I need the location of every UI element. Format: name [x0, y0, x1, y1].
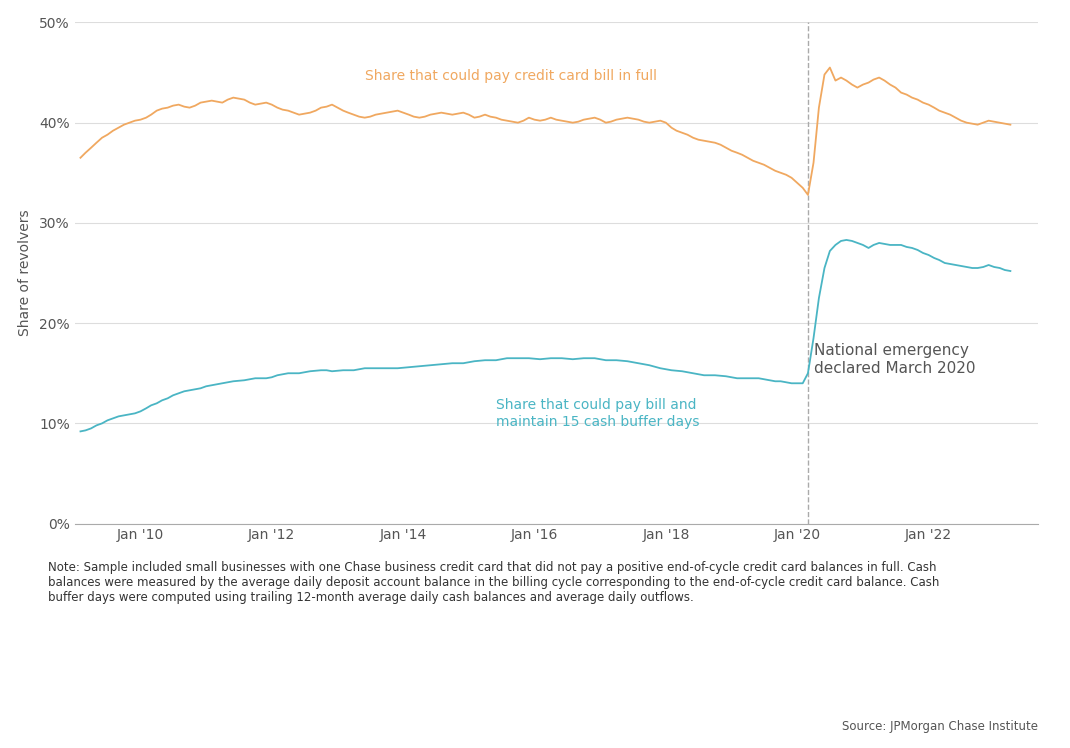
Text: Source: JPMorgan Chase Institute: Source: JPMorgan Chase Institute [842, 720, 1038, 733]
Text: National emergency
declared March 2020: National emergency declared March 2020 [813, 343, 975, 375]
Y-axis label: Share of revolvers: Share of revolvers [18, 209, 32, 337]
Text: Share that could pay bill and
maintain 15 cash buffer days: Share that could pay bill and maintain 1… [496, 398, 700, 429]
Text: Note: Sample included small businesses with one Chase business credit card that : Note: Sample included small businesses w… [48, 561, 939, 604]
Text: Share that could pay credit card bill in full: Share that could pay credit card bill in… [365, 69, 657, 82]
